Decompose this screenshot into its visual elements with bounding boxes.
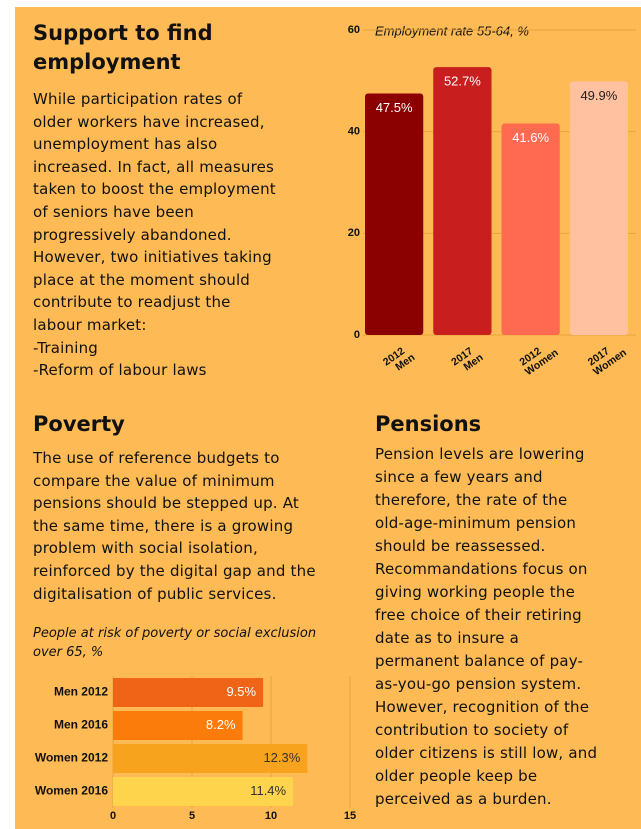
text-line: taken to boost the employment (33, 180, 276, 199)
text-line: since a few years and (375, 468, 543, 486)
text-line: contribute to readjust the (33, 293, 231, 312)
text-line: However, two initiatives taking (33, 248, 272, 267)
heading: Poverty (33, 412, 125, 436)
value-label: 11.4% (250, 783, 286, 798)
value-label: 41.6% (512, 130, 549, 145)
value-label: 49.9% (580, 88, 617, 103)
value-label: 9.5% (226, 684, 256, 699)
y-tick-label: 0 (354, 329, 360, 341)
x-tick-label: 15 (344, 810, 356, 822)
paragraph: The use of reference budgets to compare t… (33, 447, 316, 605)
bar (365, 93, 424, 336)
heading-line: employment (33, 50, 181, 74)
bar (569, 81, 628, 335)
text-line: -Training (33, 338, 99, 357)
text-line: place at the moment should (33, 270, 251, 289)
text-line: giving working people the (375, 583, 576, 601)
text-line: reinforced by the digital gap and the (33, 561, 316, 580)
text-line: should be reassessed. (375, 537, 546, 555)
text-line: older citizens is still low, and (375, 744, 598, 762)
y-tick-label: 40 (348, 126, 360, 138)
x-tick-label: 5 (189, 810, 195, 822)
text-line: free choice of their retiring (375, 606, 582, 624)
text-line: The use of reference budgets to (33, 449, 280, 467)
paragraph: Pension levels are lowering since a few y… (375, 443, 597, 811)
y-tick-label: Men 2016 (54, 718, 108, 732)
heading: Support to find employment (33, 19, 213, 77)
y-tick-label: Women 2016 (35, 784, 108, 798)
value-label: 52.7% (444, 74, 481, 89)
text-line: older workers have increased, (33, 112, 265, 131)
text-line: labour market: (33, 315, 147, 334)
text-line: perceived as a burden. (375, 790, 552, 808)
text-line: -Reform of labour laws (33, 361, 207, 380)
y-tick-label: 60 (348, 24, 360, 36)
bar (113, 777, 294, 806)
text-line: permanent balance of pay- (375, 652, 584, 670)
text-line: problem with social isolation, (33, 539, 258, 558)
bar (433, 67, 492, 335)
heading: Pensions (375, 412, 482, 436)
text-line: of seniors have been (33, 202, 194, 221)
text-line: contribution to society of (375, 721, 569, 739)
text-line: increased. In fact, all measures (33, 157, 275, 176)
y-tick-label: Women 2012 (35, 751, 108, 765)
chart-title: Employment rate 55-64, % (375, 23, 529, 38)
value-label: 12.3% (263, 750, 300, 765)
bar (113, 678, 264, 707)
heading-line: Support to find (33, 21, 213, 45)
bar (113, 711, 243, 740)
x-tick-label: 0 (110, 810, 116, 822)
value-label: 8.2% (206, 717, 236, 732)
text-line: date as to insure a (375, 629, 520, 647)
text-line: therefore, the rate of the (375, 491, 568, 509)
text-line: the same time, there is a growing (33, 516, 294, 535)
y-tick-label: 20 (348, 227, 360, 239)
text-line: pensions should be stepped up. At (33, 494, 300, 513)
text-line: Recommandations focus on (375, 560, 588, 578)
bar (113, 744, 308, 773)
text-line: digitalisation of public services. (33, 584, 277, 603)
text-line: While participation rates of (33, 90, 243, 108)
text-line: progressively abandoned. (33, 225, 232, 244)
paragraph: While participation rates of older worker… (33, 88, 276, 382)
text-line: compare the value of minimum (33, 471, 275, 490)
y-tick-label: Men 2012 (54, 685, 108, 699)
text-line: Pension levels are lowering (375, 445, 585, 463)
text-line: as-you-go pension system. (375, 675, 582, 693)
chart-title: People at risk of poverty or social excl… (33, 626, 317, 660)
text-line: old-age-minimum pension (375, 514, 577, 532)
text-line: However, recognition of the (375, 698, 590, 716)
x-tick-label: 10 (265, 810, 277, 822)
value-label: 47.5% (376, 100, 413, 115)
text-line: older people keep be (375, 767, 538, 785)
bar (501, 123, 560, 336)
text-line: unemployment has also (33, 135, 218, 154)
